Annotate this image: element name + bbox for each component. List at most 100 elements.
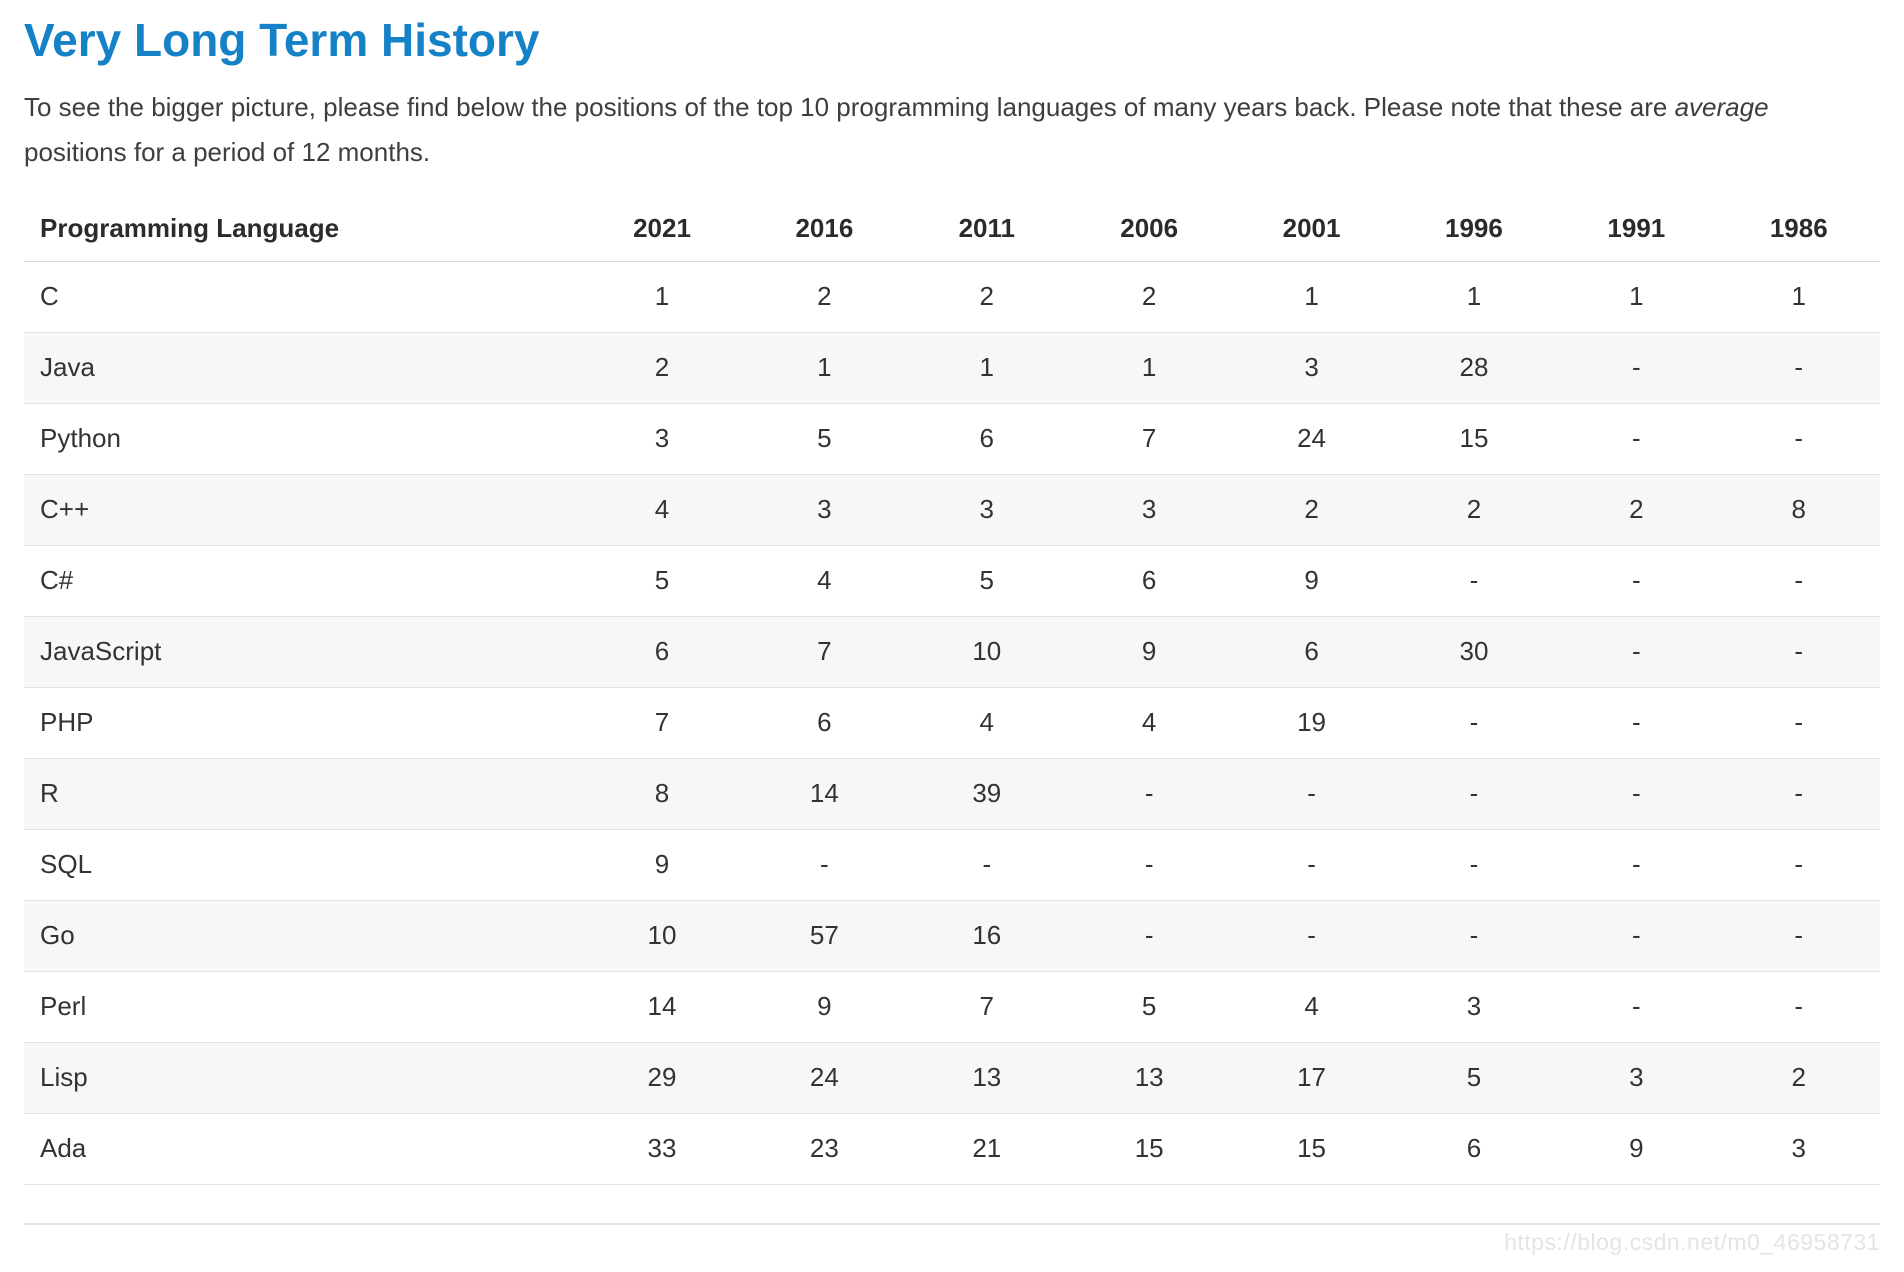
rank-cell: - xyxy=(1717,758,1880,830)
table-row: Go 10 57 16- - - - - xyxy=(24,900,1880,972)
rank-cell: - xyxy=(1067,758,1231,830)
rank-cell: 1 xyxy=(580,261,744,333)
rank-cell: 10 xyxy=(580,900,744,972)
rank-cell: 21 xyxy=(905,1113,1068,1185)
rank-cell: - xyxy=(1717,900,1880,972)
page-title: Very Long Term History xyxy=(24,14,540,66)
table-row: R 8 14 39- - - - - xyxy=(24,758,1880,830)
rank-cell: 2 xyxy=(1067,261,1231,333)
column-header-language: Programming Language xyxy=(24,198,581,262)
rank-cell: 2 xyxy=(580,332,744,404)
rank-cell: 19 xyxy=(1230,687,1393,759)
rank-cell: 2 xyxy=(905,261,1068,333)
language-cell: R xyxy=(24,758,581,830)
rank-cell: 14 xyxy=(743,758,906,830)
rank-cell: - xyxy=(1717,616,1880,688)
rank-cell: 1 xyxy=(1555,261,1718,333)
rank-cell: - xyxy=(1392,758,1556,830)
rank-cell: 28 xyxy=(1392,332,1556,404)
language-cell: PHP xyxy=(24,687,581,759)
rank-cell: 6 xyxy=(1392,1113,1556,1185)
column-header-year: 1996 xyxy=(1392,198,1556,262)
rank-cell: 3 xyxy=(743,474,906,546)
rank-cell: 8 xyxy=(580,758,744,830)
rank-cell: 3 xyxy=(1230,332,1393,404)
table-body: C 1 2 2 2 1 1 1 1 Java 2 1 1 1 3 28- - Python 3 5 6 7 24 15- - C+… xyxy=(24,261,1880,1185)
language-cell: SQL xyxy=(24,829,581,901)
intro-paragraph: To see the bigger picture, please find b… xyxy=(24,85,1880,175)
rank-cell: 5 xyxy=(905,545,1068,617)
rank-cell: 1 xyxy=(1392,261,1556,333)
column-header-year: 2001 xyxy=(1230,198,1393,262)
rank-cell: 6 xyxy=(580,616,744,688)
rank-cell: - xyxy=(1067,829,1231,901)
rank-cell: 6 xyxy=(1230,616,1393,688)
rank-cell: - xyxy=(1717,332,1880,404)
rank-cell: 5 xyxy=(1067,971,1231,1043)
rank-cell: 2 xyxy=(743,261,906,333)
rank-cell: 4 xyxy=(905,687,1068,759)
language-cell: C# xyxy=(24,545,581,617)
rank-cell: - xyxy=(1230,758,1393,830)
rank-cell: 13 xyxy=(1067,1042,1231,1114)
column-header-year: 2011 xyxy=(905,198,1068,262)
intro-line-1-text: To see the bigger picture, please find b… xyxy=(24,91,1675,122)
rank-cell: - xyxy=(1392,900,1556,972)
column-header-year: 2006 xyxy=(1067,198,1231,262)
rank-cell: 2 xyxy=(1555,474,1718,546)
language-cell: C xyxy=(24,261,581,333)
column-header-year: 2016 xyxy=(743,198,906,262)
table-head: Programming Language 2021 2016 2011 2006 2001… xyxy=(24,198,1880,262)
rank-cell: - xyxy=(1555,758,1718,830)
table-row: Perl 14 9 7 5 4 3- - xyxy=(24,971,1880,1043)
language-cell: C++ xyxy=(24,474,581,546)
rank-cell: - xyxy=(1555,687,1718,759)
rank-cell: 33 xyxy=(580,1113,744,1185)
rank-cell: 1 xyxy=(743,332,906,404)
language-cell: Ada xyxy=(24,1113,581,1185)
rank-cell: 7 xyxy=(1067,403,1231,475)
rank-cell: 9 xyxy=(1067,616,1231,688)
rank-cell: 23 xyxy=(743,1113,906,1185)
rank-cell: 24 xyxy=(1230,403,1393,475)
rank-cell: 8 xyxy=(1717,474,1880,546)
rank-cell: 5 xyxy=(1392,1042,1556,1114)
rank-cell: 7 xyxy=(580,687,744,759)
language-history-table: Programming Language 2021 2016 2011 2006 2001… xyxy=(24,198,1880,1185)
rank-cell: - xyxy=(1392,687,1556,759)
rank-cell: - xyxy=(1555,403,1718,475)
rank-cell: 9 xyxy=(1230,545,1393,617)
rank-cell: 13 xyxy=(905,1042,1068,1114)
rank-cell: 1 xyxy=(1230,261,1393,333)
rank-cell: - xyxy=(1717,971,1880,1043)
rank-cell: - xyxy=(1392,545,1556,617)
column-header-year: 1986 xyxy=(1717,198,1880,262)
rank-cell: 2 xyxy=(1717,1042,1880,1114)
table-row: C++ 4 3 3 3 2 2 2 8 xyxy=(24,474,1880,546)
rank-cell: - xyxy=(1555,616,1718,688)
rank-cell: - xyxy=(1555,971,1718,1043)
table-row: C# 5 4 5 6 9- - - xyxy=(24,545,1880,617)
column-header-year: 1991 xyxy=(1555,198,1718,262)
rank-cell: - xyxy=(1555,545,1718,617)
rank-cell: - xyxy=(1067,900,1231,972)
rank-cell: 3 xyxy=(1067,474,1231,546)
rank-cell: 7 xyxy=(905,971,1068,1043)
table-row: PHP 7 6 4 4 19- - - xyxy=(24,687,1880,759)
rank-cell: 3 xyxy=(580,403,744,475)
rank-cell: - xyxy=(1555,900,1718,972)
language-cell: Go xyxy=(24,900,581,972)
rank-cell: - xyxy=(1717,545,1880,617)
rank-cell: 4 xyxy=(580,474,744,546)
rank-cell: - xyxy=(1230,900,1393,972)
rank-cell: 4 xyxy=(1067,687,1231,759)
rank-cell: 39 xyxy=(905,758,1068,830)
language-cell: Java xyxy=(24,332,581,404)
rank-cell: 6 xyxy=(743,687,906,759)
rank-cell: 1 xyxy=(905,332,1068,404)
rank-cell: - xyxy=(1555,829,1718,901)
language-cell: Perl xyxy=(24,971,581,1043)
rank-cell: - xyxy=(1717,829,1880,901)
rank-cell: 15 xyxy=(1392,403,1556,475)
